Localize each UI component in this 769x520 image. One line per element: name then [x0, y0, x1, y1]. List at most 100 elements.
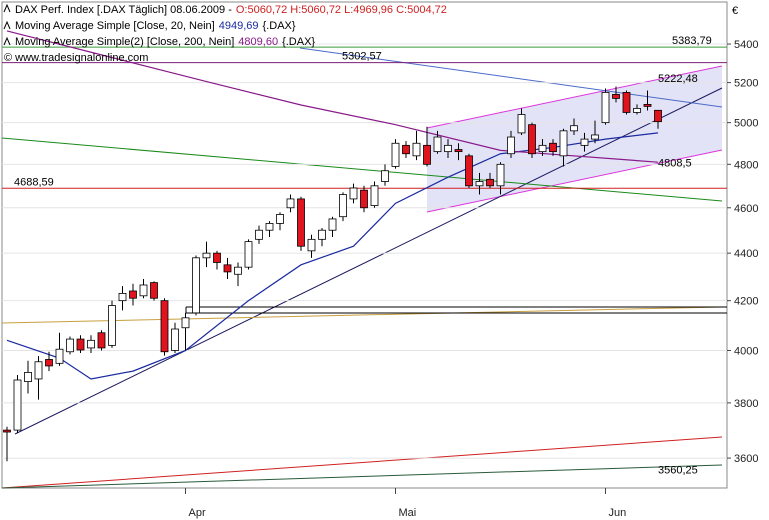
candle-body: [255, 229, 263, 240]
currency: €: [732, 5, 738, 17]
legend-name: Moving Average Simple [Close, 20, Nein]: [15, 20, 215, 32]
candle-body: [654, 109, 662, 123]
candle-body: [66, 338, 74, 353]
candle-body: [213, 252, 221, 263]
header: DAX Perf. Index [.DAX Täglich] 08.06.200…: [15, 4, 447, 16]
candle-body: [129, 290, 137, 299]
channel-bottom: [426, 149, 723, 213]
trend-line: [1, 436, 723, 489]
trend-line: [299, 47, 723, 108]
trend-line: [1, 137, 723, 202]
y-tick-label: 3600: [734, 453, 758, 465]
level-label: 5302,57: [342, 51, 382, 63]
candle-body: [559, 130, 568, 157]
candle-body: [507, 136, 515, 155]
y-tick-label: 5000: [734, 118, 758, 130]
candle-body: [423, 144, 431, 165]
header-name: DAX Perf. Index [.DAX Täglich] 08.06.200…: [15, 4, 232, 16]
candle-body: [3, 429, 11, 433]
candle-body: [34, 361, 43, 380]
candle-body: [360, 189, 368, 209]
trend-line: [14, 87, 723, 435]
candle-body: [454, 149, 463, 153]
channel-top: [426, 65, 723, 129]
candle-body: [570, 125, 578, 132]
trend-label: 3560,25: [658, 464, 698, 476]
plot-frame: [1, 1, 728, 489]
candle-body: [612, 94, 620, 99]
candle-body: [370, 185, 379, 206]
candle-body: [465, 155, 473, 187]
candle-body: [181, 317, 190, 329]
y-tick-label: 3800: [734, 398, 758, 410]
candle-body: [307, 238, 316, 252]
marks: [2, 30, 727, 462]
candle-body: [286, 198, 295, 209]
candle-body: [150, 282, 158, 299]
candle-body: [528, 124, 536, 155]
legend-suffix: {.DAX}: [263, 20, 296, 32]
legend-value: 4949,69: [219, 20, 259, 32]
y-tick-label: 4400: [734, 248, 758, 260]
candle-body: [108, 305, 116, 346]
y-tick-label: 4800: [734, 159, 758, 171]
candle-body: [601, 92, 610, 124]
legend-suffix: {.DAX}: [282, 36, 315, 48]
candle-body: [244, 241, 253, 268]
candle-body: [349, 187, 358, 200]
candle-body: [171, 328, 179, 351]
candle-body: [87, 339, 95, 349]
trend-label: 5222,48: [658, 73, 698, 85]
level-label: 4688,59: [14, 176, 54, 188]
candle-body: [444, 144, 452, 153]
candle-body: [276, 214, 284, 224]
candle-body: [318, 229, 326, 240]
y-tick-label: 5400: [734, 39, 758, 51]
candle-body: [643, 104, 652, 107]
candle-body: [192, 257, 200, 314]
legend-entry: Moving Average Simple(2) [Close, 200, Ne…: [15, 36, 315, 48]
legend-entry: Moving Average Simple [Close, 20, Nein] 4…: [15, 20, 296, 32]
level-label: 5383,79: [672, 35, 712, 47]
candle-body: [496, 163, 505, 187]
candle-body: [339, 194, 347, 218]
candle-body: [549, 142, 557, 153]
candle-body: [538, 144, 547, 153]
candle-body: [580, 138, 589, 146]
candle-body: [76, 338, 85, 351]
candle-body: [160, 300, 169, 353]
candle-body: [402, 144, 410, 155]
x-tick-label: Jun: [609, 507, 627, 519]
copyright: © www.tradesignalonline.com: [4, 52, 148, 64]
header-ohlc: O:5060,72 H:5060,72 L:4969,96 C:5004,72: [236, 4, 447, 16]
candle-body: [328, 218, 337, 231]
candle-body: [13, 379, 22, 431]
legend-icon: [3, 3, 11, 13]
candle-body: [45, 359, 53, 367]
trend-label: 4808,5: [658, 158, 692, 170]
candle-body: [391, 142, 400, 167]
candle-body: [433, 136, 442, 153]
candle-body: [475, 181, 484, 187]
legend-name: Moving Average Simple(2) [Close, 200, Ne…: [15, 36, 234, 48]
trend-line: [1, 306, 723, 324]
candle-body: [234, 266, 242, 275]
candle-body: [118, 292, 127, 302]
candle-body: [297, 198, 305, 247]
candle-body: [139, 284, 148, 297]
trend-line: [1, 464, 723, 489]
x-tick-label: Apr: [189, 507, 206, 519]
y-tick-label: 4600: [734, 203, 758, 215]
moving-average: [6, 30, 659, 163]
candle-body: [622, 92, 631, 113]
candle-body: [517, 114, 526, 134]
y-tick-label: 4000: [734, 345, 758, 357]
candle-body: [97, 332, 106, 349]
candle-body: [633, 108, 641, 113]
legend-value: 4809,60: [238, 36, 278, 48]
candle-body: [486, 178, 494, 187]
x-tick-label: Mai: [399, 507, 417, 519]
y-tick-label: 5200: [734, 78, 758, 90]
legend-icon: [3, 36, 11, 46]
candle-body: [202, 252, 211, 259]
